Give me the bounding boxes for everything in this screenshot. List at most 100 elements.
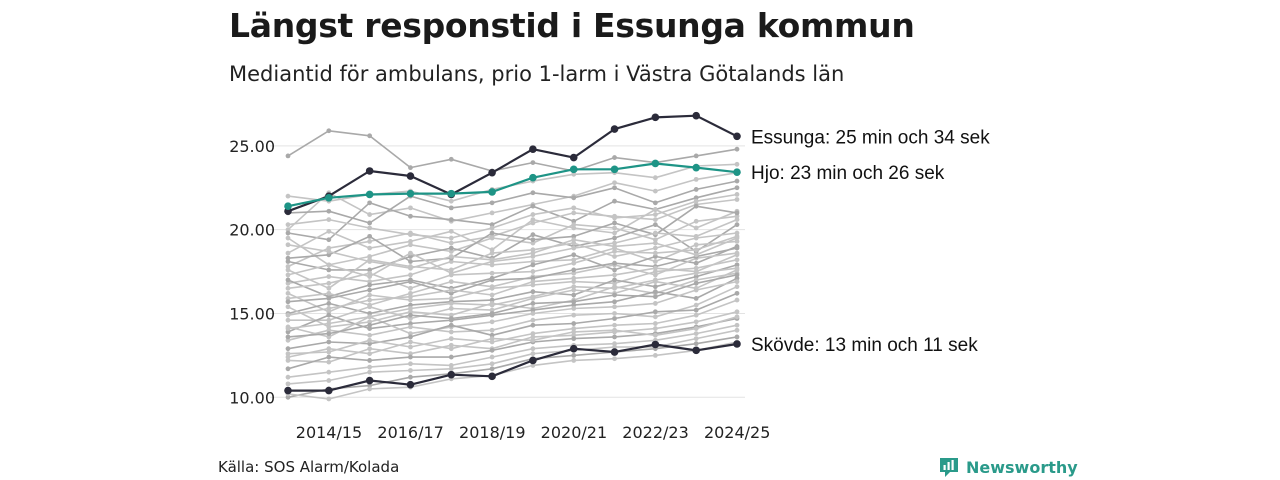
background-series-point <box>408 205 413 211</box>
background-series-point <box>693 187 699 192</box>
background-series-point <box>652 250 658 256</box>
x-tick-label: 2022/23 <box>622 423 688 442</box>
y-tick-label: 25.00 <box>229 137 275 156</box>
background-series-point <box>489 366 495 372</box>
background-series-point <box>612 280 617 286</box>
background-series-point <box>367 282 373 288</box>
background-series-point <box>693 274 699 280</box>
background-series-point <box>489 327 495 333</box>
series-sk-vde-point <box>569 344 578 353</box>
background-series-point <box>367 220 373 226</box>
background-series-point <box>489 270 495 276</box>
brand-logo[interactable]: Newsworthy <box>938 456 1078 478</box>
background-series-point <box>734 252 740 258</box>
background-series-point <box>612 304 617 310</box>
y-tick-label: 10.00 <box>229 388 275 407</box>
background-series-point <box>489 210 495 216</box>
y-tick-label: 15.00 <box>229 304 275 323</box>
background-series-point <box>652 277 658 283</box>
background-series-point <box>612 198 617 204</box>
background-series-point <box>448 336 454 342</box>
series-hjo-point <box>529 173 537 182</box>
background-series-point <box>693 295 699 301</box>
background-series-point <box>652 237 658 243</box>
background-series-point <box>408 285 413 291</box>
background-series-point <box>530 301 536 306</box>
background-series-point <box>367 212 373 217</box>
background-series-point <box>326 267 332 273</box>
x-tick-label: 2020/21 <box>541 423 607 442</box>
background-series-point <box>285 193 291 199</box>
series-sk-vde-point <box>529 356 537 365</box>
background-series-point <box>530 275 536 281</box>
background-series-point <box>408 290 413 296</box>
background-series-line <box>287 285 738 342</box>
background-series-point <box>367 369 373 375</box>
background-series-line <box>287 259 738 313</box>
background-series-point <box>571 270 577 276</box>
background-series-point <box>448 254 454 259</box>
brand-name: Newsworthy <box>966 457 1078 477</box>
background-series-line <box>287 311 738 363</box>
background-series-point <box>530 311 536 316</box>
background-series-point <box>734 265 740 271</box>
background-series-point <box>693 336 699 342</box>
background-series-point <box>326 228 332 234</box>
background-series-line <box>287 171 738 231</box>
background-series-line <box>287 324 738 378</box>
background-series-point <box>285 153 291 159</box>
background-series-point <box>367 225 373 231</box>
background-series-point <box>408 279 413 285</box>
background-series-point <box>652 230 658 236</box>
background-series-point <box>367 270 373 276</box>
x-tick-label: 2014/15 <box>296 423 362 442</box>
background-series-point <box>652 309 658 315</box>
background-series-point <box>408 213 413 219</box>
series-sk-vde-point <box>733 340 741 348</box>
background-series-point <box>734 161 740 167</box>
background-series-point <box>571 233 577 239</box>
background-series-line <box>287 254 738 316</box>
series-label-hjo: Hjo: 23 min och 26 sek <box>751 163 945 184</box>
background-series-point <box>285 317 291 323</box>
background-series-point <box>367 341 373 347</box>
background-series-point <box>326 262 332 268</box>
background-series-point <box>326 312 332 318</box>
background-series-point <box>734 257 740 263</box>
background-series-point <box>408 242 413 248</box>
background-series-point <box>530 250 536 256</box>
background-series-point <box>367 297 373 303</box>
line-chart: Essunga: 25 min och 34 sek Hjo: 23 min oc… <box>229 111 990 442</box>
background-series-point <box>285 242 291 248</box>
background-series-point <box>408 339 413 345</box>
background-series-point <box>693 198 699 204</box>
background-series-point <box>530 212 536 217</box>
background-series-point <box>408 254 413 259</box>
background-series-point <box>530 254 536 259</box>
background-series-point <box>571 306 577 311</box>
background-series-point <box>530 269 536 274</box>
background-series-point <box>571 292 577 298</box>
background-series-point <box>571 222 577 228</box>
series-sk-vde-point <box>406 380 415 389</box>
background-series-point <box>408 302 413 308</box>
background-series-point <box>408 344 413 350</box>
series-sk-vde-line <box>288 342 738 392</box>
background-series-group <box>285 128 740 402</box>
background-series-point <box>734 213 740 219</box>
background-series-point <box>326 359 332 365</box>
background-series-point <box>693 270 699 276</box>
background-series-point <box>489 354 495 360</box>
background-series-point <box>612 185 617 191</box>
background-series-point <box>530 217 536 223</box>
background-series-line <box>287 341 738 400</box>
background-series-line <box>287 218 738 278</box>
background-series-point <box>408 294 413 300</box>
series-hjo-point <box>325 194 333 202</box>
background-series-point <box>367 311 373 316</box>
background-series-point <box>326 252 332 258</box>
background-series-point <box>734 192 740 197</box>
background-series-point <box>448 198 454 204</box>
background-series-point <box>326 237 332 243</box>
background-series-point <box>285 280 291 286</box>
